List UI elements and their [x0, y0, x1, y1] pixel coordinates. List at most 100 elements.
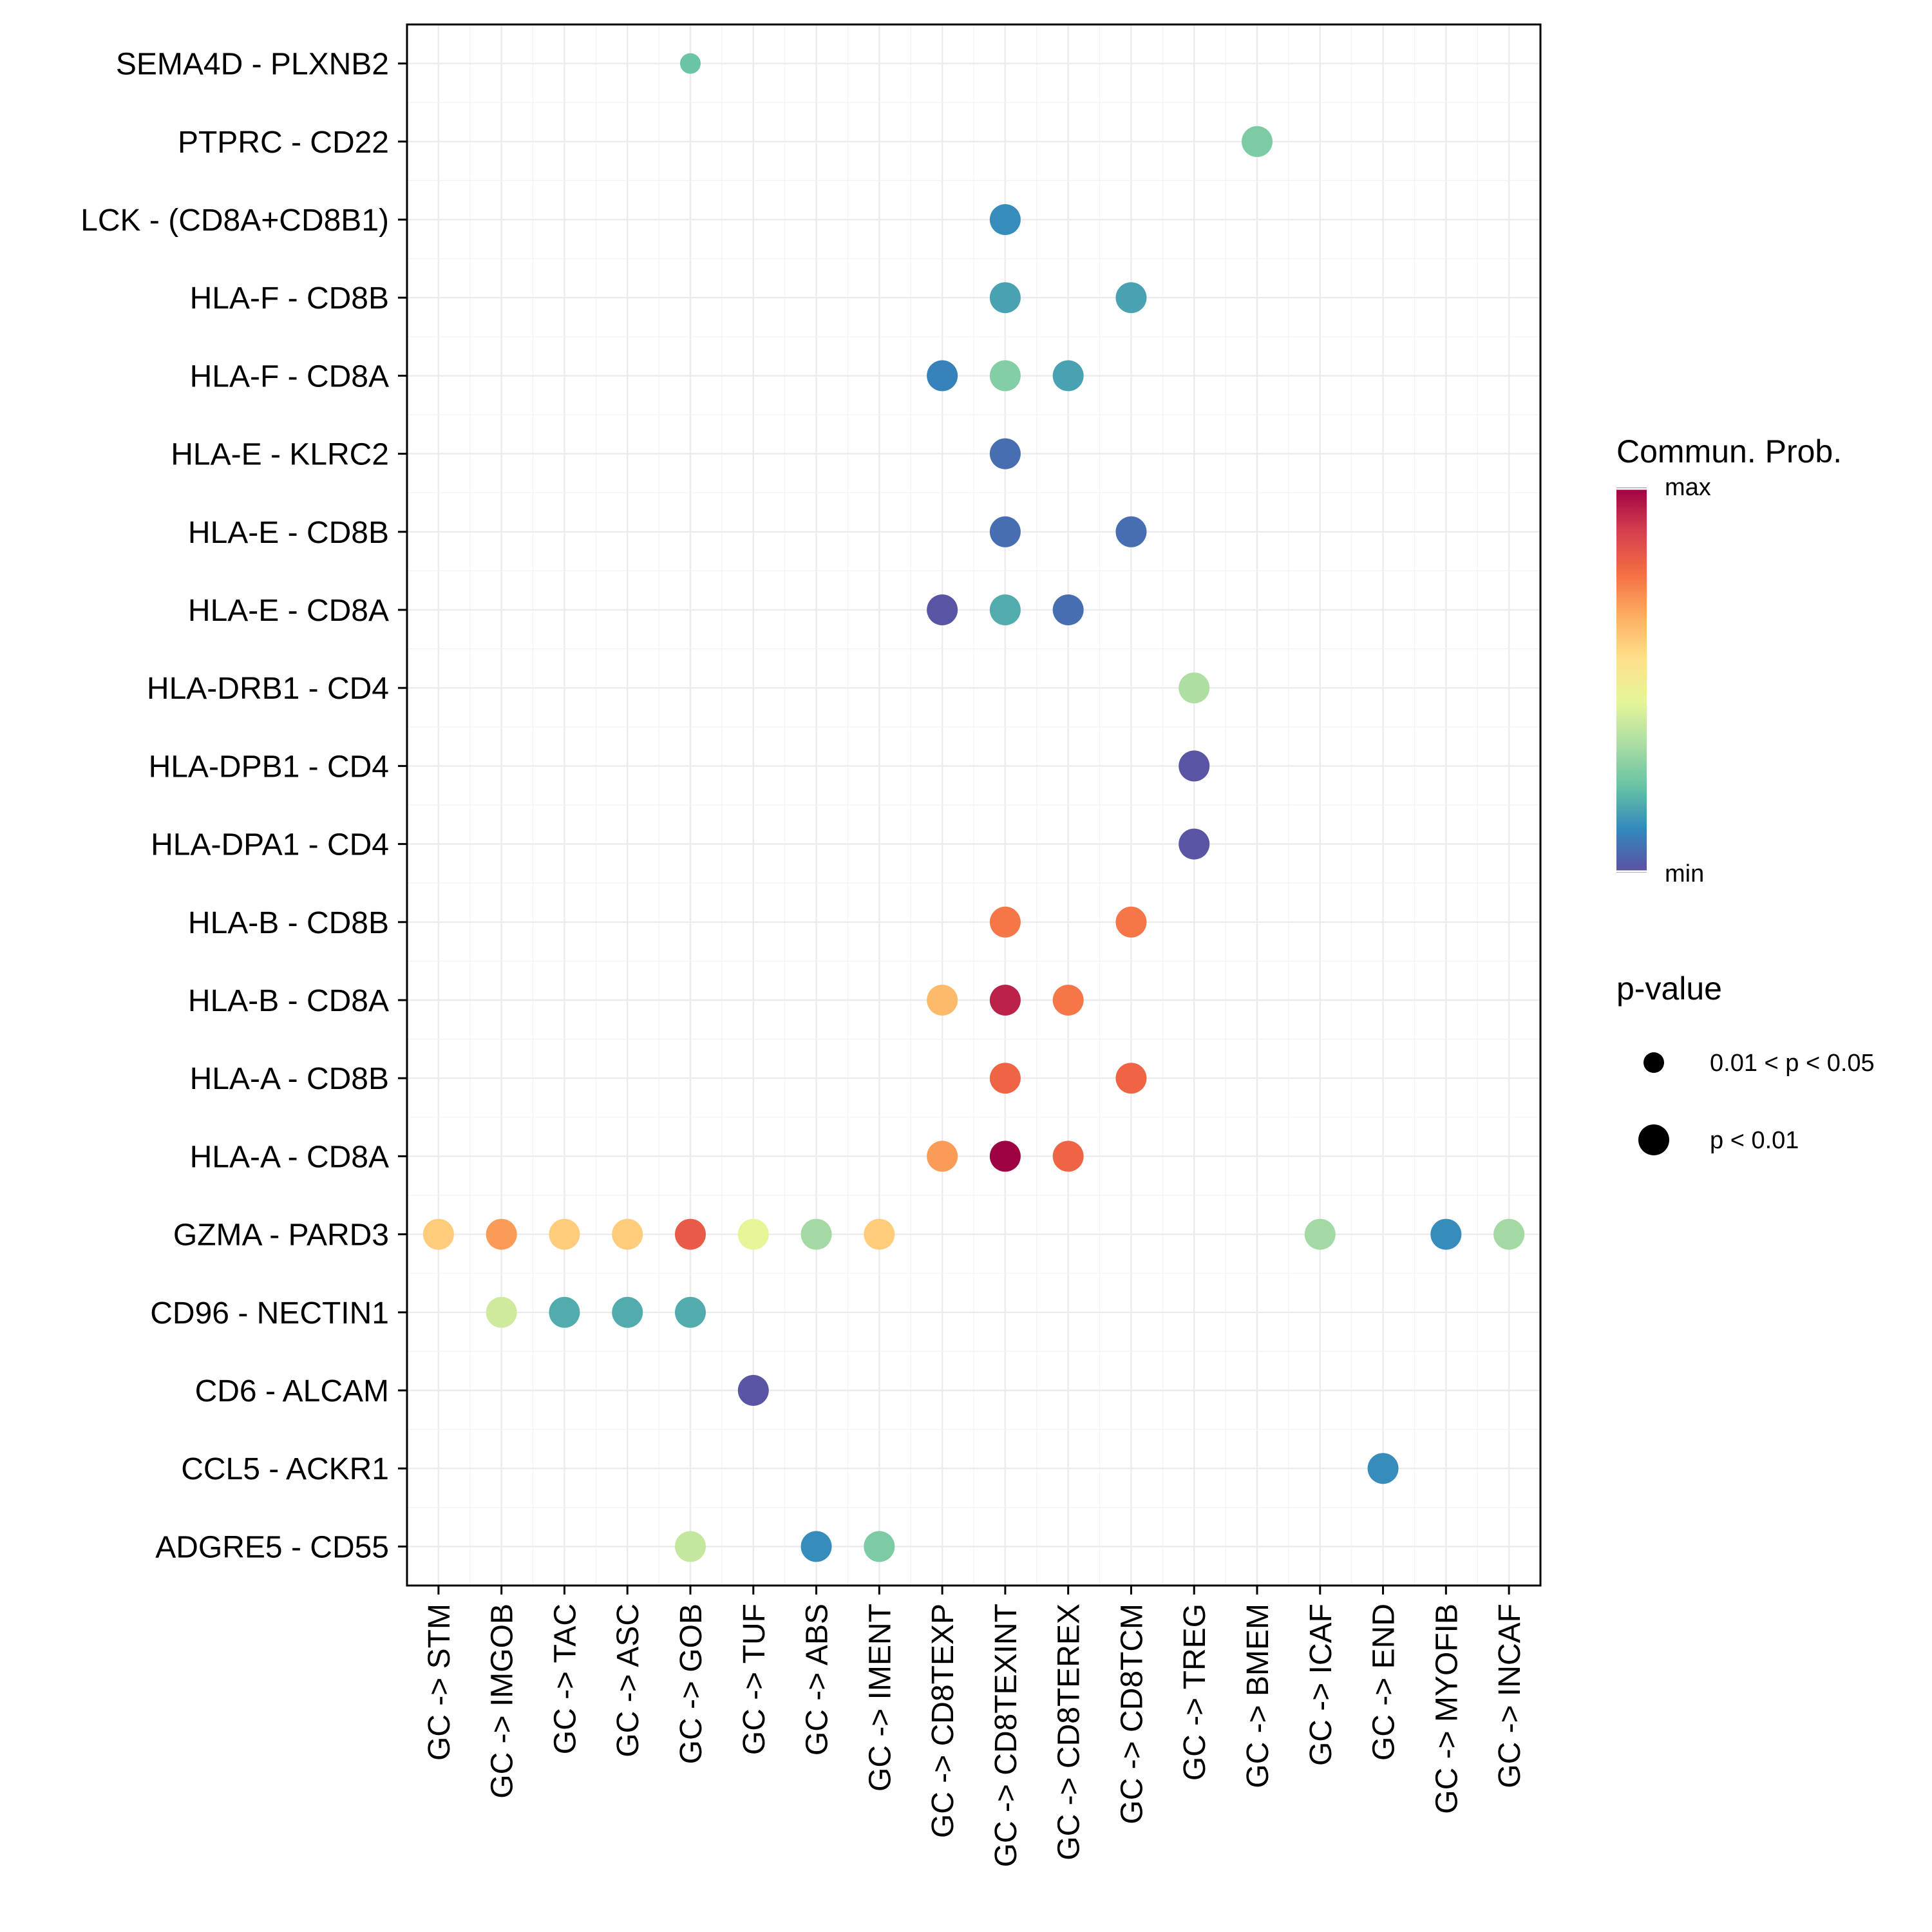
x-tick-label: GC -> CD8TEREX — [1052, 1604, 1086, 1861]
plot-border — [406, 23, 1542, 1587]
y-tick-label: HLA-B - CD8B — [188, 906, 389, 940]
y-tick-label: HLA-F - CD8A — [190, 359, 389, 393]
y-tick-label: CD6 - ALCAM — [195, 1374, 389, 1408]
x-axis: GC -> STM GC -> IMGOB GC -> TAC GC -> ASC GC… — [422, 1586, 1527, 1867]
x-tick-label: GC -> STM — [422, 1604, 457, 1761]
data-point — [675, 1218, 706, 1250]
size-legend-title: p-value — [1616, 971, 1722, 1007]
data-point — [1179, 828, 1210, 860]
x-tick-label: GC -> CD8TEXINT — [989, 1604, 1023, 1867]
x-tick-label: GC -> END — [1367, 1604, 1401, 1761]
data-point — [486, 1218, 517, 1250]
data-point — [800, 1218, 832, 1250]
data-point — [1242, 126, 1273, 157]
y-tick-label: HLA-DPB1 - CD4 — [149, 750, 389, 784]
data-point — [737, 1218, 769, 1250]
data-point — [989, 985, 1021, 1016]
colorbar-max-label: max — [1665, 474, 1711, 501]
data-point — [864, 1531, 895, 1562]
size-legend-key-large — [1638, 1124, 1669, 1155]
x-tick-label: GC -> IMENT — [863, 1604, 897, 1792]
data-point — [1052, 360, 1084, 392]
data-point — [1115, 516, 1147, 547]
size-legend-label-large: p < 0.01 — [1710, 1127, 1799, 1154]
size-legend-key-small — [1643, 1052, 1664, 1073]
data-point — [989, 1141, 1021, 1172]
y-tick-label: HLA-F - CD8B — [190, 281, 389, 316]
x-tick-label: GC -> IMGOB — [486, 1604, 520, 1799]
x-tick-label: GC -> GOB — [674, 1604, 708, 1764]
y-tick-label: HLA-E - CD8B — [188, 516, 389, 550]
data-point — [864, 1218, 895, 1250]
data-point — [1367, 1453, 1399, 1484]
data-point — [989, 204, 1021, 235]
data-point — [612, 1218, 643, 1250]
data-point — [989, 438, 1021, 469]
legend: Commun. Prob. max min p-value 0.01 < p <… — [1616, 433, 1875, 1155]
y-tick-label: HLA-A - CD8A — [190, 1140, 389, 1174]
y-tick-label: HLA-B - CD8A — [188, 984, 389, 1018]
y-tick-label: HLA-A - CD8B — [190, 1062, 389, 1096]
data-point — [1179, 750, 1210, 782]
x-tick-label: GC -> INCAF — [1493, 1604, 1527, 1788]
y-axis: SEMA4D - PLXNB2 PTPRC - CD22 LCK - (CD8A+C… — [80, 48, 407, 1564]
data-point — [680, 53, 701, 74]
y-tick-label: HLA-DRB1 - CD4 — [147, 672, 389, 706]
data-point — [422, 1218, 454, 1250]
data-point — [927, 594, 958, 625]
data-point — [675, 1296, 706, 1328]
data-point — [486, 1296, 517, 1328]
y-tick-label: HLA-DPA1 - CD4 — [151, 828, 389, 862]
data-point — [1052, 594, 1084, 625]
x-tick-label: GC -> TUF — [737, 1604, 772, 1755]
x-tick-label: GC -> TREG — [1178, 1604, 1212, 1781]
y-tick-label: CCL5 - ACKR1 — [181, 1452, 389, 1486]
x-tick-label: GC -> ASC — [611, 1604, 645, 1757]
data-point — [927, 360, 958, 392]
data-point — [927, 985, 958, 1016]
data-point — [989, 282, 1021, 314]
x-tick-label: GC -> CD8TEXP — [926, 1604, 960, 1838]
y-tick-label: SEMA4D - PLXNB2 — [116, 48, 389, 82]
data-point — [989, 594, 1021, 625]
colorbar — [1616, 488, 1647, 873]
x-tick-label: GC -> ICAF — [1304, 1604, 1338, 1766]
y-tick-label: HLA-E - KLRC2 — [171, 438, 389, 472]
data-point — [1493, 1218, 1525, 1250]
x-tick-label: GC -> ABS — [800, 1604, 835, 1756]
data-point — [989, 516, 1021, 547]
y-tick-label: HLA-E - CD8A — [188, 594, 389, 628]
data-point — [989, 1063, 1021, 1094]
data-point — [989, 360, 1021, 392]
x-tick-label: GC -> TAC — [548, 1604, 582, 1754]
data-point — [549, 1296, 580, 1328]
color-legend-title: Commun. Prob. — [1616, 433, 1842, 469]
data-point — [1115, 906, 1147, 938]
data-point — [1179, 672, 1210, 704]
data-point — [1052, 1141, 1084, 1172]
x-tick-label: GC -> MYOFIB — [1430, 1604, 1464, 1814]
x-tick-label: GC -> CD8TCM — [1115, 1604, 1149, 1824]
data-point — [800, 1531, 832, 1562]
data-point — [675, 1531, 706, 1562]
y-tick-label: CD96 - NECTIN1 — [150, 1296, 389, 1331]
data-point — [1430, 1218, 1462, 1250]
data-points — [422, 53, 1525, 1562]
data-point — [989, 906, 1021, 938]
colorbar-min-label: min — [1665, 860, 1704, 887]
data-point — [549, 1218, 580, 1250]
data-point — [612, 1296, 643, 1328]
gridlines — [407, 24, 1540, 1586]
data-point — [737, 1375, 769, 1406]
y-tick-label: ADGRE5 - CD55 — [155, 1530, 389, 1564]
data-point — [1115, 1063, 1147, 1094]
x-tick-label: GC -> BMEM — [1241, 1604, 1275, 1788]
data-point — [927, 1141, 958, 1172]
y-tick-label: GZMA - PARD3 — [173, 1218, 389, 1253]
size-legend-label-small: 0.01 < p < 0.05 — [1710, 1050, 1875, 1077]
data-point — [1115, 282, 1147, 314]
data-point — [1304, 1218, 1336, 1250]
data-point — [1052, 985, 1084, 1016]
y-tick-label: LCK - (CD8A+CD8B1) — [80, 204, 389, 238]
